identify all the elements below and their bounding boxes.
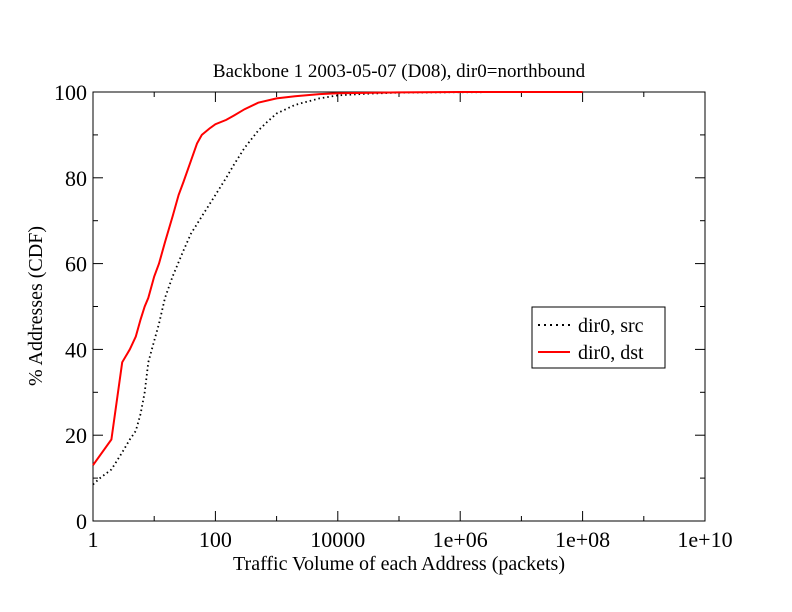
y-tick-label: 80: [65, 166, 87, 191]
y-tick-label: 60: [65, 252, 87, 277]
series-line-dst: [92, 91, 583, 466]
x-tick-label: 1e+10: [677, 527, 732, 552]
x-tick-label: 1: [88, 527, 99, 552]
series-line-src: [92, 91, 583, 486]
x-tick-label: 10000: [310, 527, 365, 552]
legend-box: [531, 306, 666, 369]
plot-area: 0 20 40 60 80 100 1 100 10000 1e+06 1e+08 1e+10: [54, 80, 733, 552]
x-tick-label: 100: [199, 527, 232, 552]
y-tick-label: 40: [65, 337, 87, 362]
y-tick-label: 100: [54, 80, 87, 105]
y-tick-label: 0: [76, 509, 87, 534]
x-axis-label: Traffic Volume of each Address (packets): [233, 553, 565, 575]
legend-label-dst: dir0, dst: [578, 342, 644, 364]
y-axis-label: % Addresses (CDF): [25, 226, 47, 386]
legend-label-src: dir0, src: [578, 315, 644, 337]
chart-title: Backbone 1 2003-05-07 (D08), dir0=northb…: [213, 61, 586, 82]
x-tick-label: 1e+06: [433, 527, 488, 552]
legend: dir0, src dir0, dst: [531, 306, 666, 369]
x-tick-label: 1e+08: [555, 527, 610, 552]
y-tick-label: 20: [65, 423, 87, 448]
